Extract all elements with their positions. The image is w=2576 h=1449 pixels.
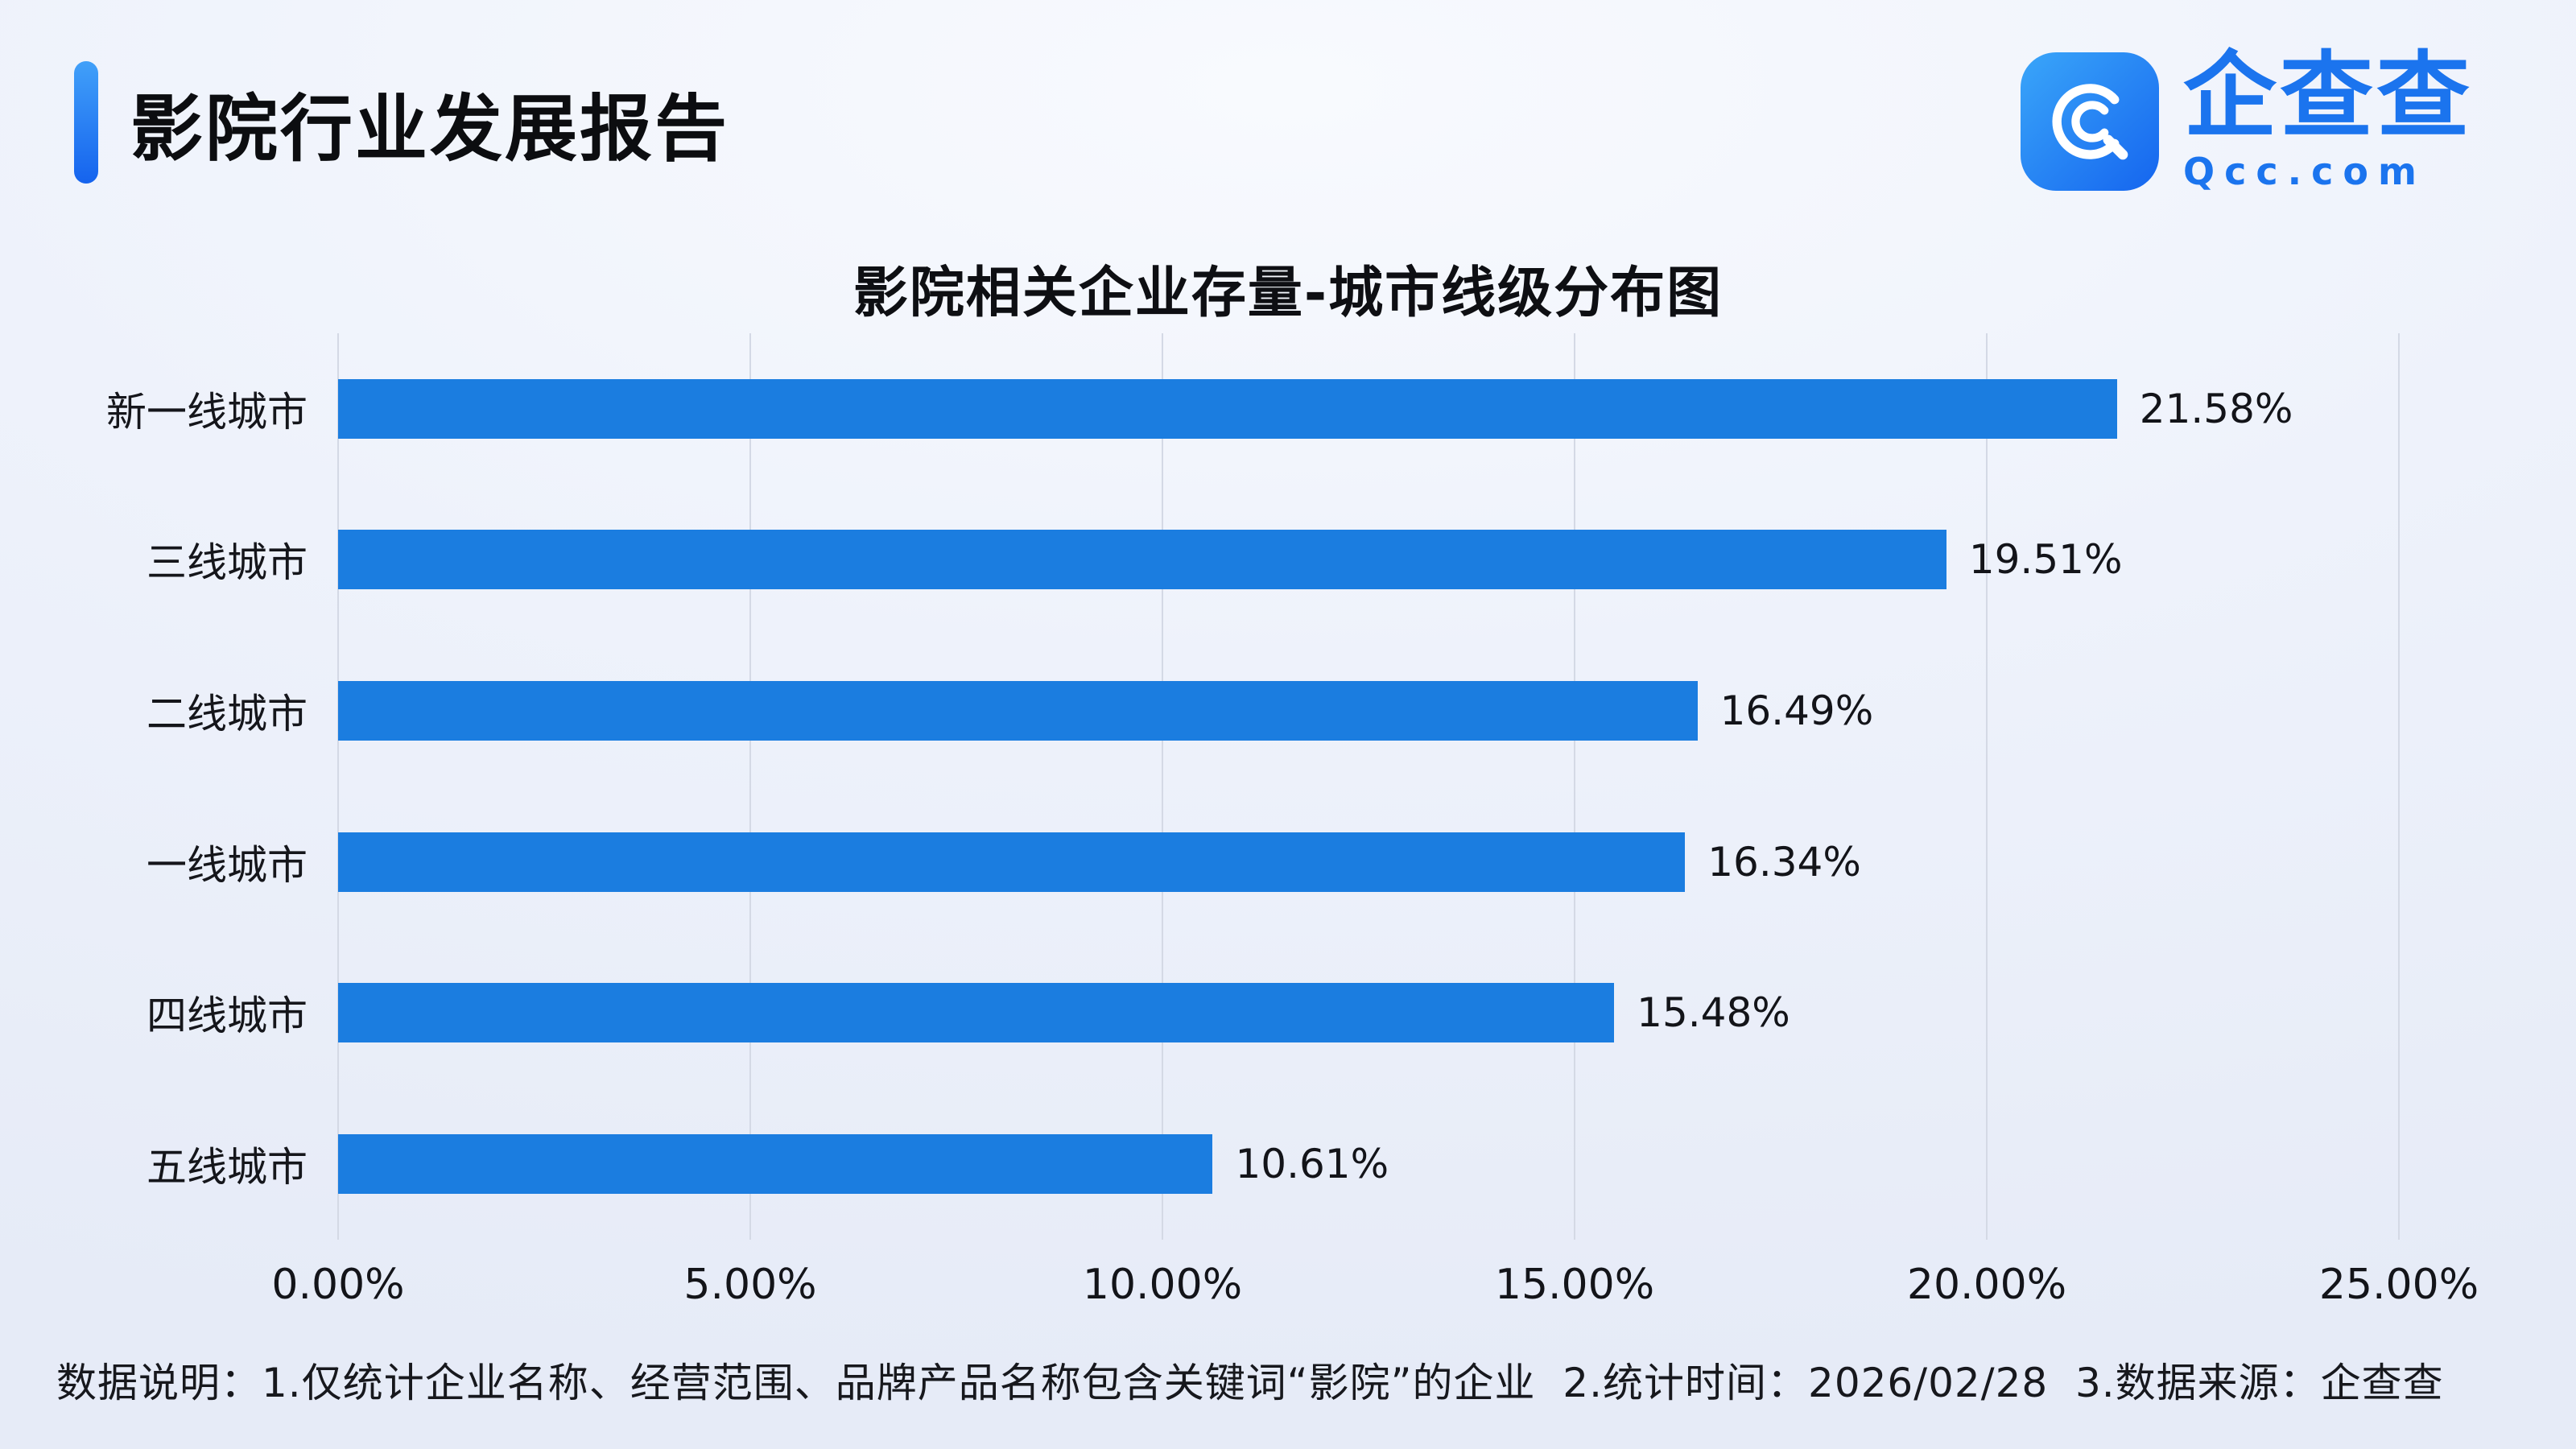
x-axis-tick-label: 25.00% bbox=[2318, 1261, 2479, 1309]
bar-row: 一线城市 16.34% bbox=[147, 786, 2399, 938]
header-accent-bar bbox=[74, 61, 98, 184]
bar-row: 五线城市 10.61% bbox=[147, 1088, 2399, 1240]
bar-row: 四线城市 15.48% bbox=[147, 938, 2399, 1089]
bar-value-label: 16.34% bbox=[1707, 838, 1861, 886]
qcc-logo-text: 企查查 Qcc.com bbox=[2183, 42, 2473, 194]
report-header: 影院行业发展报告 bbox=[74, 61, 729, 184]
bar bbox=[338, 983, 1615, 1043]
category-label: 二线城市 bbox=[147, 691, 308, 738]
x-axis: 0.00% 5.00% 10.00% 15.00% 20.00% 25.00% bbox=[271, 1261, 2479, 1317]
report-title: 影院行业发展报告 bbox=[130, 87, 729, 171]
x-axis-tick-label: 0.00% bbox=[271, 1261, 405, 1309]
category-label: 三线城市 bbox=[147, 539, 308, 587]
bar bbox=[338, 530, 1946, 590]
grid-line bbox=[749, 333, 751, 1240]
bar-row: 二线城市 16.49% bbox=[147, 635, 2399, 786]
bar-row: 三线城市 19.51% bbox=[147, 485, 2399, 636]
bar bbox=[338, 1134, 1213, 1195]
grid-line bbox=[2398, 333, 2400, 1240]
bar bbox=[338, 378, 2117, 439]
x-axis-tick-label: 5.00% bbox=[683, 1261, 817, 1309]
x-axis-tick-label: 15.00% bbox=[1494, 1261, 1655, 1309]
footer-note: 数据说明：1.仅统计企业名称、经营范围、品牌产品名称包含关键词“影院”的企业 2… bbox=[56, 1360, 2444, 1406]
qcc-logo-name: 企查查 bbox=[2183, 42, 2473, 151]
category-label: 五线城市 bbox=[147, 1144, 308, 1191]
bar-value-label: 19.51% bbox=[1968, 536, 2123, 584]
bar bbox=[338, 832, 1686, 892]
grid-line bbox=[1574, 333, 1575, 1240]
qcc-logo-domain: Qcc.com bbox=[2183, 150, 2426, 193]
bar bbox=[338, 681, 1698, 741]
category-label: 四线城市 bbox=[147, 993, 308, 1040]
bar-value-label: 15.48% bbox=[1637, 989, 1790, 1037]
plot-area: 新一线城市 21.58% 三线城市 19.51% 二线城市 16.49% 一线城市 16.34… bbox=[106, 333, 2400, 1240]
bar-value-label: 10.61% bbox=[1235, 1141, 1389, 1188]
qcc-logo: 企查查 Qcc.com bbox=[2021, 50, 2473, 193]
bar-value-label: 16.49% bbox=[1719, 687, 1874, 735]
chart-title: 影院相关企业存量-城市线级分布图 bbox=[852, 262, 1724, 325]
bar-value-label: 21.58% bbox=[2139, 385, 2293, 432]
x-axis-tick-label: 20.00% bbox=[1906, 1261, 2067, 1309]
qcc-logo-icon bbox=[2021, 52, 2159, 191]
grid-line bbox=[1986, 333, 1988, 1240]
grid-line bbox=[1162, 333, 1163, 1240]
category-label: 新一线城市 bbox=[106, 388, 308, 436]
bar-row: 新一线城市 21.58% bbox=[106, 333, 2399, 485]
category-label: 一线城市 bbox=[147, 841, 308, 889]
x-axis-tick-label: 10.00% bbox=[1082, 1261, 1243, 1309]
grid-line bbox=[337, 333, 339, 1240]
